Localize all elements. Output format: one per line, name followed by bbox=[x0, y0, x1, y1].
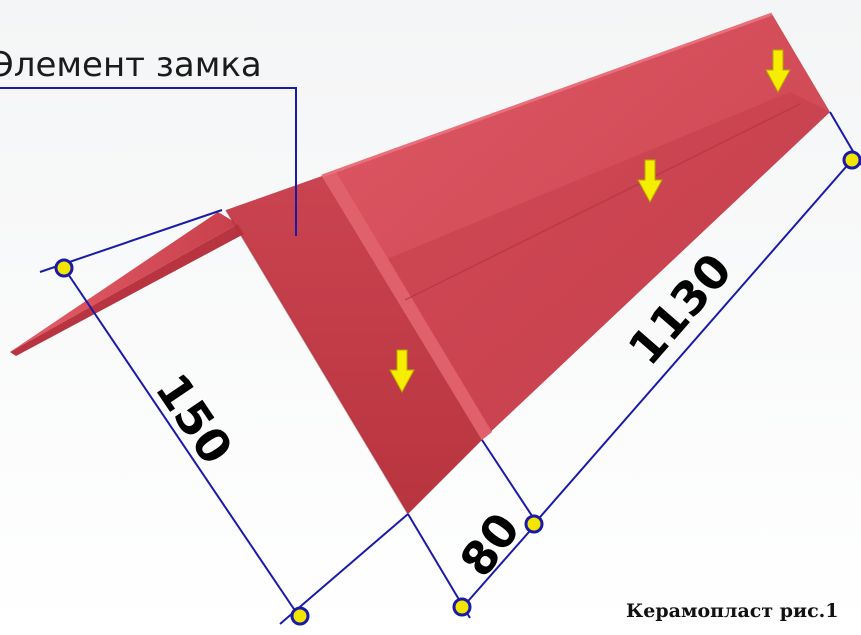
circle-marker-icon bbox=[54, 258, 74, 278]
panel-lower-face bbox=[380, 92, 830, 440]
panel-groove-line bbox=[404, 103, 801, 301]
circle-marker-icon bbox=[290, 606, 310, 626]
dimension-markers bbox=[54, 150, 861, 626]
arrow-down-icon bbox=[637, 159, 663, 204]
lock-element-callout: Элемент замка bbox=[0, 45, 297, 236]
dim-1130-line bbox=[533, 159, 853, 525]
load-arrows bbox=[389, 49, 791, 394]
dim-150-ext-bottom bbox=[279, 513, 409, 625]
dimension-lines bbox=[39, 111, 861, 625]
arrow-down-icon bbox=[765, 49, 791, 94]
dim-80-ext-right bbox=[481, 439, 541, 529]
circle-marker-icon bbox=[452, 597, 472, 617]
dim-80-line bbox=[461, 523, 537, 609]
front-crease-line bbox=[225, 209, 409, 515]
panel-left-slope bbox=[10, 212, 238, 352]
dim-150-line bbox=[63, 267, 301, 619]
callout-label: Элемент замка bbox=[0, 45, 262, 85]
ridge-panel bbox=[10, 12, 830, 515]
ridge-crest-line bbox=[321, 12, 773, 178]
callout-leader-line bbox=[0, 87, 297, 236]
arrow-down-icon bbox=[389, 349, 415, 394]
panel-left-edge bbox=[10, 224, 244, 356]
figure-caption: Керамопласт рис.1 bbox=[626, 600, 839, 622]
circle-marker-icon bbox=[524, 514, 544, 534]
panel-front-face bbox=[226, 176, 482, 514]
circle-marker-icon bbox=[842, 150, 861, 170]
panel-fold-strip bbox=[322, 172, 492, 440]
